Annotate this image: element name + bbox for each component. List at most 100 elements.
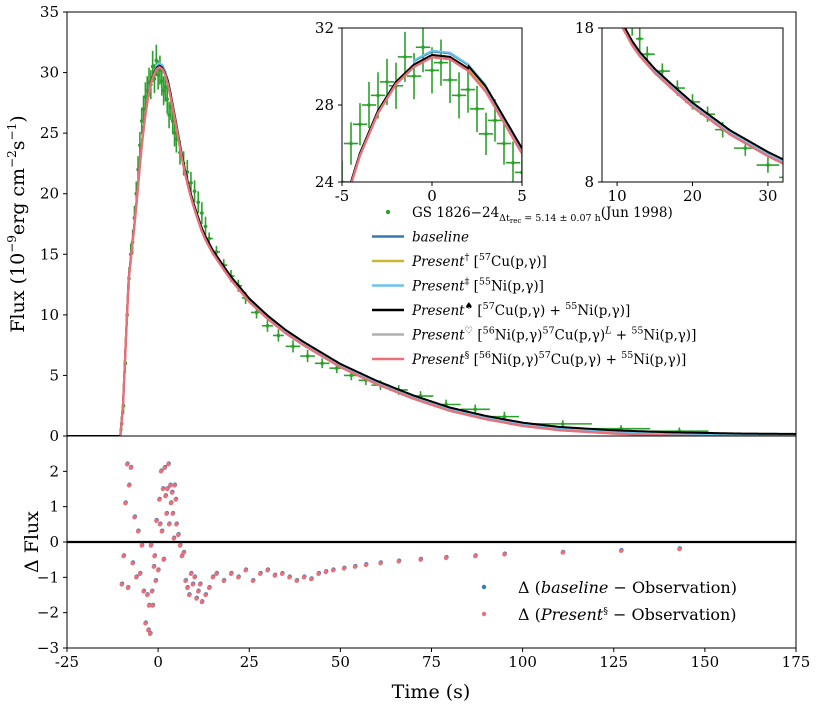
main-obs-dot (154, 58, 159, 63)
insetA-obs-dot (475, 107, 479, 111)
legend-label-present_heart: Present♡ [56Ni(p,γ)57Cu(p,γ)L + 55Ni(p,γ… (411, 326, 696, 344)
main-obs-point (141, 95, 146, 123)
res-legend-label-d_baseline: Δ (baseline − Observation) (518, 578, 737, 597)
residual-point-present (165, 486, 170, 492)
insetB-ytick-label: 18 (575, 19, 594, 37)
legend-entry-obs: GS 1826−24Δtrec = 5.14 ± 0.07 h(Jun 1998… (385, 205, 673, 225)
res-ytick-label: 1 (49, 498, 59, 516)
insetA-curve-present-section (350, 56, 522, 182)
residual-point-present (265, 568, 270, 573)
insetA-obs-dot (439, 60, 443, 65)
residual-point-present (294, 578, 299, 584)
legend-label-present_section: Present§ [56Ni(p,γ)57Cu(p,γ) + 55Ni(p,γ)… (411, 350, 686, 368)
insetA-obs-point (496, 122, 512, 165)
main-obs-dot (165, 97, 170, 102)
main-obs-dot (161, 88, 166, 93)
main-ytick-label: 20 (40, 185, 59, 203)
res-ytick-label: 0 (49, 533, 59, 551)
residual-point-present (159, 529, 164, 534)
main-obs-dot (276, 333, 281, 338)
main-obs-point (192, 180, 197, 203)
main-ytick-label: 5 (49, 366, 59, 384)
res-xtick-label: 150 (691, 653, 720, 671)
insetB-obs-dot (660, 69, 665, 73)
legend-label-present_ddagger: Present‡ [55Ni(p,γ)] (411, 277, 544, 295)
residual-points (119, 461, 682, 637)
legend-label-obs: GS 1826−24Δtrec = 5.14 ± 0.07 h(Jun 1998… (412, 205, 673, 225)
insetB-ytick-label: 8 (584, 173, 594, 191)
main-ytick-label: 35 (40, 3, 59, 21)
residual-point-present (125, 585, 131, 591)
insetA-ytick-label: 24 (315, 173, 334, 191)
insetA-obs-point (361, 81, 377, 129)
main-obs-dot (203, 224, 208, 229)
main-obs-dot (143, 95, 148, 99)
residual-point-present (309, 576, 314, 582)
residual-point-present (287, 575, 292, 580)
legend-entry-present_heart: Present♡ [56Ni(p,γ)57Cu(p,γ)L + 55Ni(p,γ… (372, 326, 696, 344)
main-obs-point (196, 191, 201, 214)
residual-point-present (170, 511, 175, 516)
residual-point-present (148, 543, 154, 548)
main-obs-point (139, 107, 144, 135)
insetB-obs-dot (645, 52, 650, 56)
res-xtick-label: 100 (508, 653, 537, 671)
legend-entry-present_section: Present§ [56Ni(p,γ)57Cu(p,γ) + 55Ni(p,γ)… (372, 350, 686, 368)
main-obs-dot (150, 64, 155, 69)
main-obs-dot (159, 79, 164, 83)
legend-entry-present_spade: Present♠ [57Cu(p,γ) + 55Ni(p,γ)] (372, 301, 630, 319)
main-obs-point (165, 84, 170, 114)
main-obs-dot (254, 310, 259, 315)
main-obs-dot (170, 119, 175, 123)
insetA-obs-point (460, 66, 476, 113)
insetB-obs-dot (743, 146, 748, 150)
residual-point-present (146, 603, 152, 608)
residual-point-present (279, 571, 285, 576)
residual-point-present (171, 536, 176, 541)
residual-point-present (132, 515, 137, 520)
residual-point-present (341, 566, 347, 571)
residual-point-present (168, 500, 174, 506)
residual-point-present (139, 543, 144, 548)
residual-point-present (154, 518, 159, 523)
main-model-curves (67, 61, 796, 436)
main-obs-dot (349, 373, 354, 378)
insetA-obs-dot (448, 78, 452, 82)
residual-point-present (157, 522, 163, 527)
residual-point-present (147, 631, 153, 637)
insetA-obs-dot (457, 93, 461, 98)
res-ytick-label: −2 (37, 604, 59, 622)
res-ytick-label: 2 (49, 462, 59, 480)
main-obs-dot (334, 366, 339, 370)
residual-point-present (243, 568, 248, 573)
main-obs-dot (139, 119, 144, 123)
main-obs-point (300, 349, 315, 363)
residual-point-present (149, 589, 155, 594)
insetA-ytick-label: 28 (315, 96, 334, 114)
residual-point-present (123, 500, 128, 506)
res-xtick-label: 50 (331, 653, 350, 671)
insetA-obs-point (415, 28, 431, 73)
residuals-legend: Δ (baseline − Observation) Δ (Present§ − … (481, 578, 737, 624)
main-obs-dot (502, 414, 507, 419)
main-obs-point (200, 202, 204, 224)
res-xtick-label: 175 (782, 653, 811, 671)
legend-entry-present_ddagger: Present‡ [55Ni(p,γ)] (372, 277, 544, 295)
legend-label-present_dagger: Present† [57Cu(p,γ)] (411, 252, 547, 270)
residual-point-present (188, 571, 194, 576)
residual-point-present (272, 573, 277, 578)
res-legend-entry-d_present: Δ (Present§ − Observation) (481, 605, 737, 624)
residual-point-present (173, 497, 178, 502)
residual-point-present (135, 529, 141, 534)
residual-point-present (197, 582, 203, 587)
residual-point-present (126, 483, 132, 488)
insetB-obs-dot (637, 36, 642, 41)
main-obs-dot (560, 422, 565, 426)
res-xtick-label: 0 (153, 653, 163, 671)
residual-point-present (396, 559, 401, 564)
insetA-xtick-label: 0 (427, 187, 437, 205)
residual-point-present (677, 546, 682, 552)
insetA-obs-dot (385, 80, 389, 84)
y-axis-label-res: Δ Flux (21, 511, 43, 573)
